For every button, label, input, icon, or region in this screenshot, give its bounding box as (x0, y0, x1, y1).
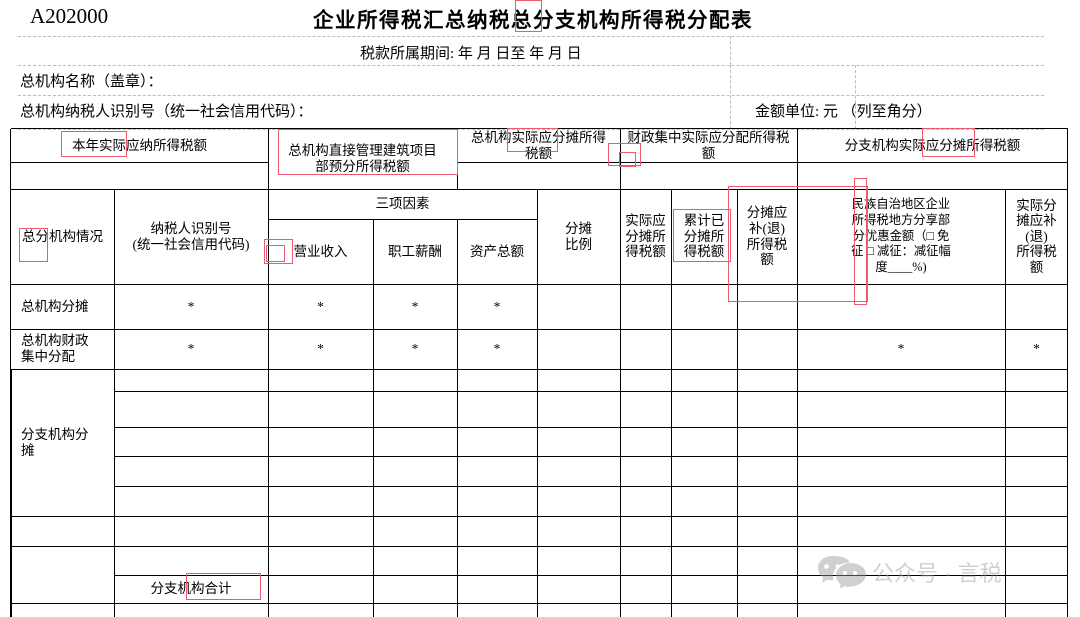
svg-text:公众号 · 言税: 公众号 · 言税 (872, 561, 1002, 586)
